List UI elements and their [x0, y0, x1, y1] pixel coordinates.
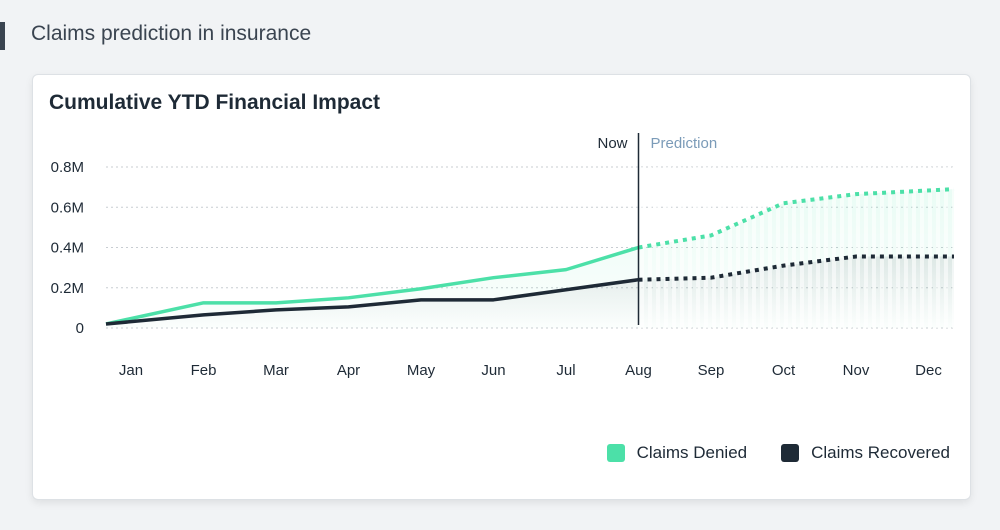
y-tick-label: 0.8M	[51, 159, 84, 176]
x-tick-label: Feb	[191, 362, 217, 379]
x-tick-label: Jul	[556, 362, 575, 379]
x-tick-label: Dec	[915, 362, 942, 379]
y-tick-label: 0	[76, 320, 84, 337]
series-prediction-line	[638, 254, 954, 282]
legend-item-denied[interactable]: Claims Denied	[606, 443, 748, 463]
series-actual-line	[105, 277, 639, 326]
legend-label-recovered: Claims Recovered	[811, 443, 950, 462]
x-tick-label: Jun	[481, 362, 505, 379]
legend-swatch-denied	[606, 444, 625, 462]
prediction-region	[638, 167, 954, 328]
legend-swatch-recovered	[781, 444, 800, 462]
x-tick-label: Aug	[625, 362, 652, 379]
series-actual-line	[105, 245, 640, 326]
y-tick-label: 0.6M	[51, 199, 84, 216]
x-tick-label: Nov	[843, 362, 870, 379]
x-tick-label: Apr	[337, 362, 360, 379]
y-tick-label: 0.2M	[51, 280, 84, 297]
prediction-label: Prediction	[651, 135, 718, 152]
series-prediction-line	[638, 187, 955, 250]
y-tick-label: 0.4M	[51, 240, 84, 257]
legend: Claims Denied Claims Recovered	[606, 443, 950, 463]
legend-label-denied: Claims Denied	[636, 443, 748, 462]
x-tick-label: Sep	[698, 362, 725, 379]
header-accent-bar	[0, 22, 5, 50]
x-tick-label: May	[407, 362, 436, 379]
x-tick-label: Mar	[263, 362, 289, 379]
x-tick-label: Jan	[119, 362, 143, 379]
x-tick-label: Oct	[772, 362, 796, 379]
page-title: Claims prediction in insurance	[31, 22, 312, 45]
legend-item-recovered[interactable]: Claims Recovered	[781, 443, 950, 463]
chart-title: Cumulative YTD Financial Impact	[49, 91, 381, 114]
now-label: Now	[597, 135, 627, 152]
